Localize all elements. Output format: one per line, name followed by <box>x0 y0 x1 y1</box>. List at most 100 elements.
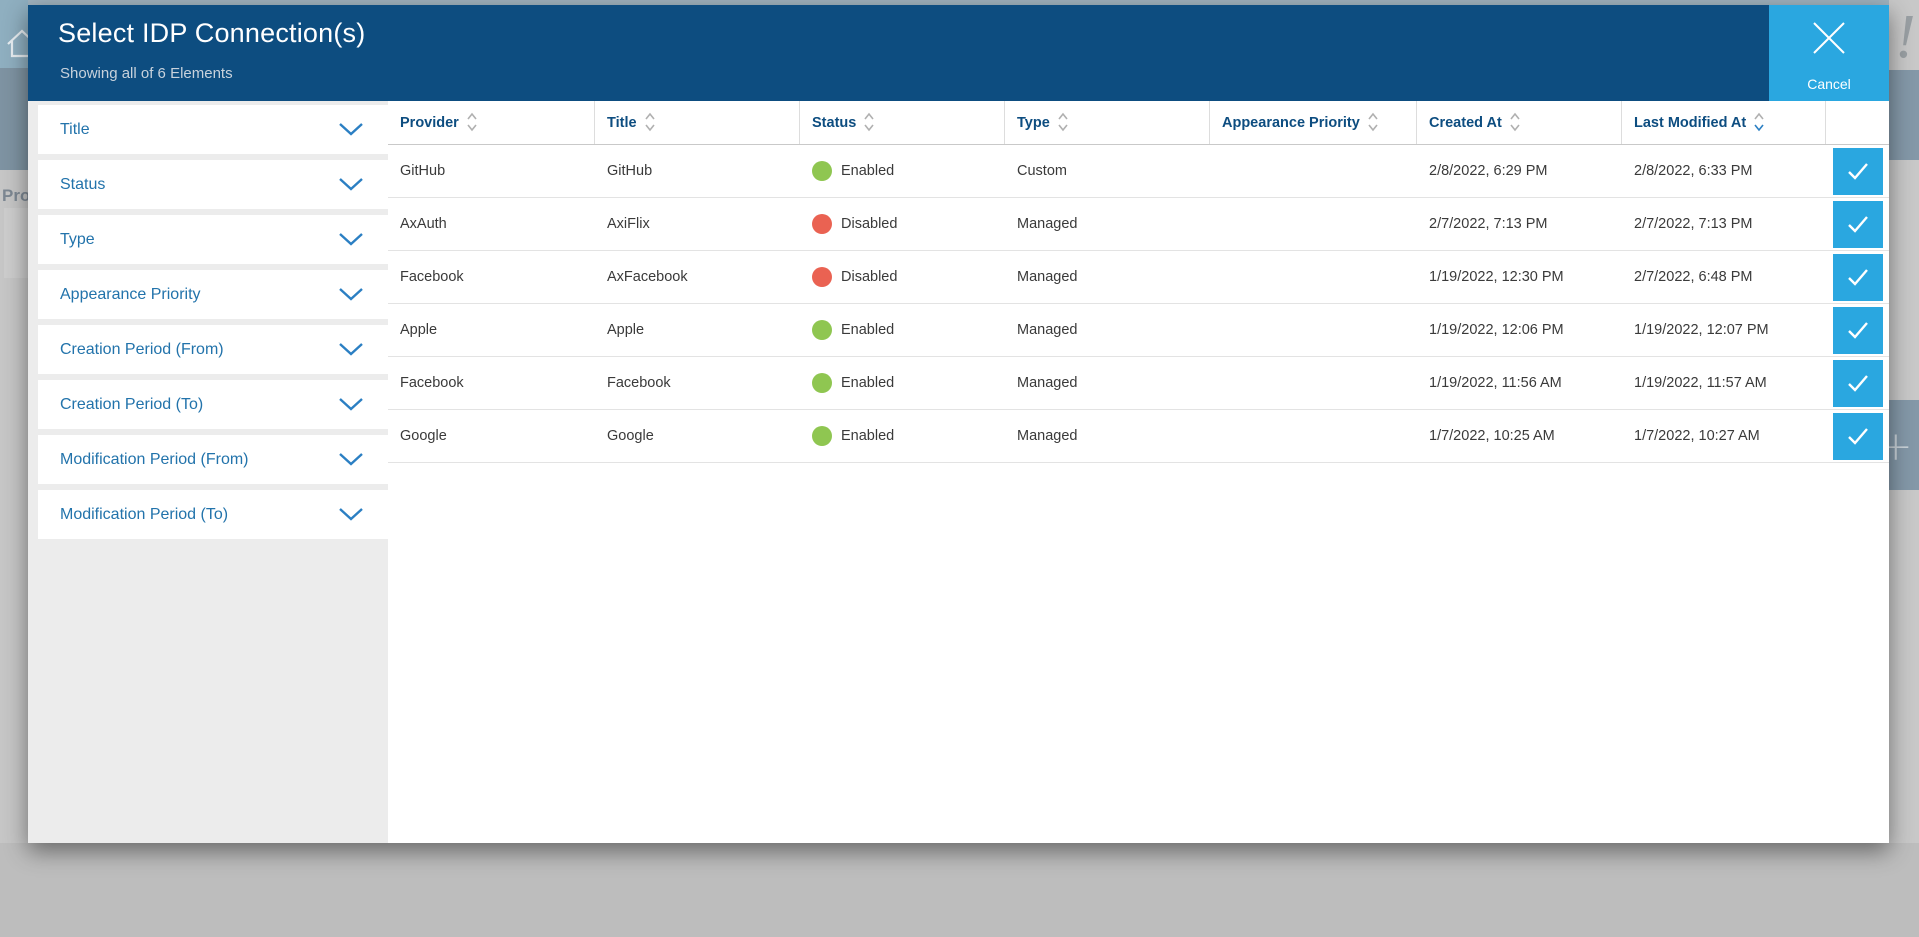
dialog-subtitle: Showing all of 6 Elements <box>60 65 233 82</box>
filter-item-label: Title <box>60 120 90 138</box>
column-header-type[interactable]: Type <box>1005 101 1210 144</box>
select-idp-connections-dialog: Select IDP Connection(s) Showing all of … <box>28 5 1889 843</box>
select-row-button[interactable] <box>1833 147 1883 195</box>
check-icon <box>1848 163 1868 180</box>
filter-item-creation-period-to[interactable]: Creation Period (To) <box>38 380 388 429</box>
check-icon <box>1848 428 1868 445</box>
cell-provider: Google <box>400 428 447 444</box>
sort-icon <box>1058 112 1068 132</box>
chevron-down-icon <box>339 453 363 466</box>
cell-type: Managed <box>1017 322 1078 338</box>
column-header-label: Status <box>812 114 857 131</box>
cell-created_at: 1/19/2022, 11:56 AM <box>1429 375 1562 391</box>
column-header-label: Provider <box>400 114 459 131</box>
column-header-label: Last Modified At <box>1634 114 1747 131</box>
table-row[interactable]: Google Google Enabled Managed 1/7/2022, 10:2… <box>388 410 1889 463</box>
cell-select <box>1826 359 1889 407</box>
check-icon <box>1848 216 1868 233</box>
sort-icon <box>644 112 655 132</box>
sort-icon <box>1510 112 1520 132</box>
cell-last_modified_at: 1/19/2022, 12:07 PM <box>1634 322 1769 338</box>
filter-item-type[interactable]: Type <box>38 215 388 264</box>
select-row-button[interactable] <box>1833 306 1883 354</box>
status-label: Enabled <box>841 163 895 179</box>
column-header-title[interactable]: Title <box>595 101 800 144</box>
chevron-down-icon <box>339 398 363 411</box>
cell-select <box>1826 253 1889 301</box>
cancel-button-label: Cancel <box>1807 76 1851 92</box>
cancel-button[interactable]: Cancel <box>1769 5 1889 101</box>
filter-item-modification-period-from[interactable]: Modification Period (From) <box>38 435 388 484</box>
filter-item-creation-period-from[interactable]: Creation Period (From) <box>38 325 388 374</box>
check-icon <box>1848 375 1868 392</box>
filter-item-label: Creation Period (From) <box>60 340 224 358</box>
filter-item-modification-period-to[interactable]: Modification Period (To) <box>38 490 388 539</box>
cell-status: Disabled <box>800 214 1005 234</box>
cell-title: Google <box>607 428 654 444</box>
status-label: Enabled <box>841 322 895 338</box>
chevron-down-icon <box>339 288 363 301</box>
column-header-select <box>1826 101 1889 144</box>
chevron-down-icon <box>339 233 363 246</box>
status-label: Disabled <box>841 269 898 285</box>
dialog-header: Select IDP Connection(s) Showing all of … <box>28 5 1889 101</box>
select-row-button[interactable] <box>1833 412 1883 460</box>
background-subheader-band <box>0 68 28 170</box>
cell-type: Managed <box>1017 216 1078 232</box>
column-header-status[interactable]: Status <box>800 101 1005 144</box>
idp-table: Provider Title Status Type Appearance Priori… <box>388 101 1889 843</box>
cell-type: Custom <box>1017 163 1067 179</box>
sort-icon <box>1754 112 1764 132</box>
cell-select <box>1826 200 1889 248</box>
column-header-created_at[interactable]: Created At <box>1417 101 1622 144</box>
filter-item-label: Modification Period (From) <box>60 450 249 468</box>
chevron-down-icon <box>339 178 363 191</box>
cell-last_modified_at: 2/7/2022, 7:13 PM <box>1634 216 1753 232</box>
cell-status: Enabled <box>800 426 1005 446</box>
table-row[interactable]: AxAuth AxiFlix Disabled Managed 2/7/2022, 7:… <box>388 198 1889 251</box>
sort-icon <box>864 112 874 132</box>
cell-title: AxFacebook <box>607 269 688 285</box>
cell-provider: Apple <box>400 322 438 338</box>
table-empty-space <box>388 463 1889 843</box>
filter-item-appearance-priority[interactable]: Appearance Priority <box>38 270 388 319</box>
home-icon <box>7 29 28 58</box>
cell-created_at: 1/7/2022, 10:25 AM <box>1429 428 1555 444</box>
cell-created_at: 1/19/2022, 12:06 PM <box>1429 322 1564 338</box>
column-header-provider[interactable]: Provider <box>388 101 595 144</box>
background-header-band <box>0 0 28 68</box>
table-row[interactable]: GitHub GitHub Enabled Custom 2/8/2022, 6:29 … <box>388 145 1889 198</box>
table-row[interactable]: Facebook Facebook Enabled Managed 1/19/2022,… <box>388 357 1889 410</box>
column-header-label: Appearance Priority <box>1222 114 1360 131</box>
background-partial-text: Pro <box>2 186 28 205</box>
cell-status: Enabled <box>800 320 1005 340</box>
column-header-appearance_priority[interactable]: Appearance Priority <box>1210 101 1417 144</box>
select-row-button[interactable] <box>1833 253 1883 301</box>
cell-title: Facebook <box>607 375 671 391</box>
filter-item-status[interactable]: Status <box>38 160 388 209</box>
filter-item-label: Type <box>60 230 95 248</box>
column-header-label: Created At <box>1429 114 1502 131</box>
background-block-fragment <box>1889 70 1919 160</box>
background-panel-fragment <box>4 208 28 278</box>
cell-provider: AxAuth <box>400 216 447 232</box>
plus-icon: + <box>1889 424 1913 470</box>
select-row-button[interactable] <box>1833 359 1883 407</box>
background-right-strip: ! + <box>1889 0 1919 843</box>
select-row-button[interactable] <box>1833 200 1883 248</box>
status-dot <box>812 426 832 446</box>
background-top-strip <box>0 0 1919 5</box>
cell-last_modified_at: 2/7/2022, 6:48 PM <box>1634 269 1753 285</box>
cell-select <box>1826 147 1889 195</box>
status-dot <box>812 161 832 181</box>
filter-item-label: Appearance Priority <box>60 285 201 303</box>
exclamation-mark: ! <box>1895 3 1916 71</box>
table-row[interactable]: Facebook AxFacebook Disabled Managed 1/19/20… <box>388 251 1889 304</box>
table-row[interactable]: Apple Apple Enabled Managed 1/19/2022, 12:06… <box>388 304 1889 357</box>
filter-item-label: Status <box>60 175 106 193</box>
cell-last_modified_at: 2/8/2022, 6:33 PM <box>1634 163 1753 179</box>
status-dot <box>812 373 832 393</box>
filter-item-title[interactable]: Title <box>38 105 388 154</box>
column-header-last_modified_at[interactable]: Last Modified At <box>1622 101 1826 144</box>
dialog-body: Title Status Type Appearance Priority Creati… <box>28 101 1889 843</box>
